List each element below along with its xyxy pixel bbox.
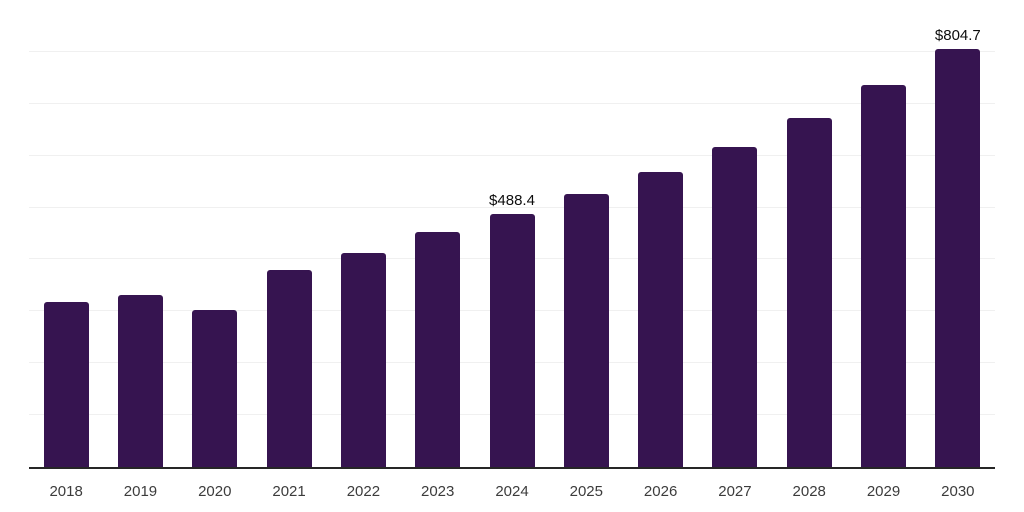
x-tick-label-2022: 2022 <box>346 483 381 500</box>
x-axis-line <box>29 467 995 469</box>
x-tick-label-2019: 2019 <box>123 483 158 500</box>
bar-2023[interactable] <box>415 231 461 467</box>
bar-2018[interactable] <box>43 302 89 467</box>
data-label-2030: $804.7 <box>934 27 981 45</box>
x-tick-label-2025: 2025 <box>569 483 603 500</box>
bar-2022[interactable] <box>340 253 386 467</box>
plot-area: $488.4 $804.7 <box>29 0 995 469</box>
x-tick-label-2029: 2029 <box>866 483 901 500</box>
x-tick-label-2030: 2030 <box>941 483 975 500</box>
gridline-700 <box>29 102 995 104</box>
bar-2026[interactable] <box>638 171 684 467</box>
bar-2028[interactable] <box>786 117 832 467</box>
bar-2021[interactable] <box>266 269 312 467</box>
bar-2025[interactable] <box>563 193 609 467</box>
x-tick-label-2018: 2018 <box>49 483 83 500</box>
x-tick-label-2024: 2024 <box>495 483 529 500</box>
x-tick-label-2020: 2020 <box>198 483 232 500</box>
x-tick-label-2028: 2028 <box>792 483 826 500</box>
gridline-800 <box>29 50 995 52</box>
x-tick-label-2026: 2026 <box>643 483 678 500</box>
x-tick-label-2023: 2023 <box>421 483 455 500</box>
gridline-500 <box>29 206 995 208</box>
x-tick-label-2027: 2027 <box>718 483 752 500</box>
gridline-600 <box>29 154 995 156</box>
x-tick-label-2021: 2021 <box>272 483 306 500</box>
bar-2020[interactable] <box>192 310 238 467</box>
bar-2024[interactable] <box>489 213 535 467</box>
bar-2019[interactable] <box>117 295 163 467</box>
data-label-2024: $488.4 <box>489 191 535 209</box>
bar-2029[interactable] <box>861 85 907 467</box>
bar-2030[interactable] <box>935 49 981 467</box>
x-axis: 2018 2019 2020 2021 2022 2023 2024 2025 2026 2027… <box>29 483 995 505</box>
bar-2027[interactable] <box>712 147 758 467</box>
